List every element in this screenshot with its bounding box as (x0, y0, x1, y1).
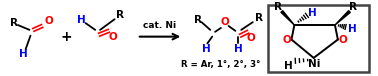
Text: cat. Ni: cat. Ni (143, 21, 177, 30)
Text: O: O (282, 35, 291, 45)
Text: O: O (45, 16, 53, 26)
Text: H: H (348, 24, 357, 34)
Text: R: R (255, 13, 263, 23)
Text: O: O (108, 32, 117, 42)
Text: R: R (349, 2, 357, 12)
Text: R: R (274, 2, 282, 12)
Text: +: + (60, 30, 72, 44)
Text: H: H (19, 49, 28, 59)
Text: O: O (246, 33, 255, 43)
Text: H: H (284, 61, 293, 71)
Text: H: H (77, 15, 86, 25)
Polygon shape (281, 11, 294, 25)
Text: R: R (116, 10, 124, 20)
Text: R: R (10, 18, 18, 28)
Text: Ni: Ni (308, 59, 320, 69)
Polygon shape (335, 11, 350, 25)
Text: O: O (338, 35, 347, 45)
Text: R = Ar, 1°, 2°, 3°: R = Ar, 1°, 2°, 3° (181, 60, 260, 69)
Text: H: H (308, 8, 317, 18)
Bar (268, 5, 369, 72)
Text: R: R (194, 15, 202, 25)
Text: H: H (234, 44, 243, 54)
Text: H: H (202, 44, 211, 54)
Text: O: O (220, 17, 229, 27)
